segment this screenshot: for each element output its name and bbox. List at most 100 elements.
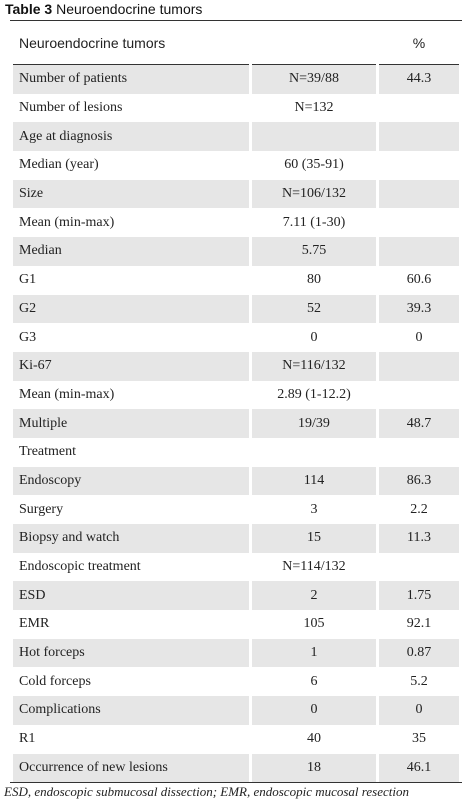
- table-row: Surgery 3 2.2: [13, 495, 459, 524]
- table-row: Mean (min-max) 2.89 (1-12.2): [13, 381, 459, 410]
- table-cell: 60.6: [406, 272, 432, 288]
- table-row: Number of lesions N=132: [13, 94, 459, 123]
- table-row: Biopsy and watch 15 11.3: [13, 524, 459, 553]
- table-row: Ki-67 N=116/132: [13, 351, 459, 381]
- table-cell: 105: [303, 616, 325, 632]
- table-cell: 44.3: [379, 65, 459, 94]
- table-cell: ESD: [13, 581, 249, 611]
- table-cell: EMR: [19, 616, 50, 632]
- table-row: EMR 105 92.1: [13, 610, 459, 639]
- table-row: ESD 2 1.75: [13, 581, 459, 611]
- table-cell: Surgery: [19, 501, 64, 517]
- table-cell: 5.75: [252, 237, 376, 266]
- table-row: Cold forceps 6 5.2: [13, 667, 459, 696]
- table-row: Occurrence of new lesions 18 46.1: [13, 753, 459, 783]
- table-cell: 80: [307, 272, 321, 288]
- table-cell: Endoscopy: [13, 466, 249, 496]
- table-cell: 19/39: [252, 409, 376, 438]
- table-row: Age at diagnosis: [13, 122, 459, 152]
- table-cell: [252, 438, 376, 467]
- table-cell: 0.87: [379, 638, 459, 668]
- table-cell: [379, 208, 459, 237]
- table-cell: Size: [13, 179, 249, 209]
- footnote: ESD, endoscopic submucosal dissection; E…: [4, 784, 409, 799]
- table-cell: 86.3: [379, 466, 459, 496]
- table-cell: 7.11 (1-30): [282, 214, 346, 230]
- table-cell: G2: [13, 294, 249, 324]
- table-cell: 15: [252, 524, 376, 553]
- table-row: Endoscopy 114 86.3: [13, 466, 459, 496]
- table-row: G3 0 0: [13, 323, 459, 352]
- table-cell: 60 (35-91): [284, 157, 344, 173]
- table-title: Table 3 Neuroendocrine tumors: [5, 1, 202, 17]
- table-cell: Number of lesions: [19, 100, 123, 116]
- table-cell: Occurrence of new lesions: [13, 753, 249, 783]
- table-cell: 1: [252, 638, 376, 668]
- table-cell: 5.2: [410, 673, 428, 689]
- table-cell: G3: [19, 329, 37, 345]
- header-cell: Neuroendocrine tumors: [13, 21, 249, 65]
- table-cell: 52: [252, 294, 376, 324]
- table-cell: [379, 553, 459, 582]
- table-cell: Hot forceps: [13, 638, 249, 668]
- table-cell: [379, 237, 459, 266]
- table-cell: 18: [252, 753, 376, 783]
- table-cell: [379, 351, 459, 381]
- table-cell: Multiple: [13, 409, 249, 438]
- table-cell: 92.1: [406, 616, 432, 632]
- table-cell: Mean (min-max): [19, 386, 115, 402]
- table-row: Median 5.75: [13, 237, 459, 266]
- table-cell: Mean (min-max): [19, 214, 115, 230]
- table-row: Mean (min-max) 7.11 (1-30): [13, 208, 459, 237]
- table-cell: 0: [310, 329, 318, 345]
- table-number: Table 3: [5, 1, 53, 17]
- table-cell: 0: [252, 696, 376, 725]
- table-row: G2 52 39.3: [13, 294, 459, 324]
- table-cell: Biopsy and watch: [13, 524, 249, 553]
- table-row: Treatment: [13, 438, 459, 467]
- table-row: Multiple 19/39 48.7: [13, 409, 459, 438]
- table-row: Complications 0 0: [13, 696, 459, 725]
- table-cell: 2.89 (1-12.2): [277, 386, 351, 402]
- table-cell: 114: [252, 466, 376, 496]
- table-row: Size N=106/132: [13, 179, 459, 209]
- table-cell: Age at diagnosis: [13, 122, 249, 152]
- table-cell: Treatment: [19, 444, 77, 460]
- table-cell: [379, 151, 459, 180]
- table-row: R1 40 35: [13, 725, 459, 754]
- table-cell: Number of patients: [13, 65, 249, 94]
- table-row: Median (year) 60 (35-91): [13, 151, 459, 180]
- table-cell: 2.2: [410, 501, 428, 517]
- table-row: Endoscopic treatment N=114/132: [13, 553, 459, 582]
- table-cell: [379, 381, 459, 410]
- table-cell: N=116/132: [252, 351, 376, 381]
- table-cell: 39.3: [379, 294, 459, 324]
- table-cell: 6: [310, 673, 318, 689]
- table-cell: [379, 179, 459, 209]
- table-row: Hot forceps 1 0.87: [13, 638, 459, 668]
- header-cell: %: [379, 21, 459, 65]
- table-cell: G1: [19, 272, 37, 288]
- table: Neuroendocrine tumors % Number of patien…: [10, 20, 462, 784]
- table-cell: Complications: [13, 696, 249, 725]
- table-cell: 46.1: [379, 753, 459, 783]
- table-caption: Neuroendocrine tumors: [56, 1, 203, 17]
- table-cell: Median: [13, 237, 249, 266]
- table-cell: Median (year): [19, 157, 99, 173]
- table-row: G1 80 60.6: [13, 266, 459, 295]
- table-cell: 48.7: [379, 409, 459, 438]
- table-cell: 35: [412, 731, 426, 747]
- table-cell: Cold forceps: [19, 673, 91, 689]
- header-cell: [252, 21, 376, 65]
- table-cell: R1: [19, 731, 36, 747]
- table-cell: N=106/132: [252, 179, 376, 209]
- table-cell: 2: [252, 581, 376, 611]
- table-cell: N=114/132: [282, 559, 346, 575]
- table-cell: [379, 122, 459, 152]
- table-cell: [379, 94, 459, 123]
- table-cell: 3: [310, 501, 318, 517]
- table-cell: N=132: [294, 100, 334, 116]
- table-cell: [379, 438, 459, 467]
- table-cell: 1.75: [379, 581, 459, 611]
